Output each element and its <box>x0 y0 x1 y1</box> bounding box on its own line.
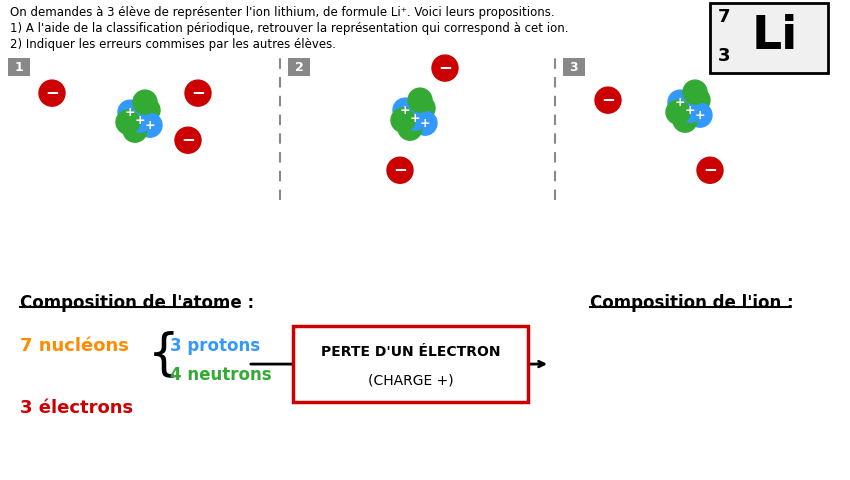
Circle shape <box>116 110 140 134</box>
Circle shape <box>398 116 422 140</box>
Text: 3 électrons: 3 électrons <box>20 399 133 417</box>
Text: −: − <box>438 58 452 76</box>
Circle shape <box>185 80 211 106</box>
Circle shape <box>39 80 65 106</box>
Circle shape <box>123 118 147 142</box>
Text: +: + <box>134 114 145 127</box>
Circle shape <box>411 96 435 120</box>
Circle shape <box>133 90 157 114</box>
Text: On demandes à 3 élève de représenter l'ion lithium, de formule Li⁺. Voici leurs : On demandes à 3 élève de représenter l'i… <box>10 6 554 19</box>
Text: +: + <box>685 104 695 117</box>
Circle shape <box>118 100 142 124</box>
Text: −: − <box>703 160 717 178</box>
Circle shape <box>432 55 458 81</box>
Text: +: + <box>400 104 411 117</box>
Circle shape <box>595 87 621 113</box>
Text: 2) Indiquer les erreurs commises par les autres élèves.: 2) Indiquer les erreurs commises par les… <box>10 38 336 51</box>
Text: Composition de l'ion :: Composition de l'ion : <box>590 294 794 312</box>
Text: {: { <box>148 330 179 378</box>
Circle shape <box>666 100 690 124</box>
Text: −: − <box>181 130 195 148</box>
Circle shape <box>673 108 697 132</box>
Text: −: − <box>601 90 615 108</box>
Circle shape <box>138 113 162 137</box>
Text: −: − <box>191 83 205 101</box>
Circle shape <box>393 98 417 122</box>
Text: 7 nucléons: 7 nucléons <box>20 337 129 355</box>
Text: 2: 2 <box>295 60 303 73</box>
Text: (CHARGE +): (CHARGE +) <box>368 373 453 387</box>
Text: 1: 1 <box>14 60 23 73</box>
Circle shape <box>683 80 707 104</box>
Text: 3: 3 <box>570 60 578 73</box>
FancyBboxPatch shape <box>563 58 585 76</box>
Text: 3: 3 <box>718 47 730 65</box>
Text: 7: 7 <box>718 8 730 26</box>
FancyBboxPatch shape <box>710 3 828 73</box>
FancyBboxPatch shape <box>293 326 528 402</box>
FancyBboxPatch shape <box>288 58 310 76</box>
Text: +: + <box>144 119 156 132</box>
Text: Composition de l'atome :: Composition de l'atome : <box>20 294 254 312</box>
Text: +: + <box>410 112 420 125</box>
Circle shape <box>408 88 432 112</box>
Circle shape <box>668 90 692 114</box>
Text: PERTE D'UN ÉLECTRON: PERTE D'UN ÉLECTRON <box>320 345 501 359</box>
FancyBboxPatch shape <box>8 58 30 76</box>
Text: +: + <box>675 96 685 108</box>
Circle shape <box>128 108 152 132</box>
Text: +: + <box>694 108 705 121</box>
Text: 4 neutrons: 4 neutrons <box>170 366 272 384</box>
Text: −: − <box>393 160 407 178</box>
Circle shape <box>688 103 712 127</box>
Circle shape <box>678 98 702 122</box>
Text: Li: Li <box>751 14 798 59</box>
Circle shape <box>391 108 415 132</box>
Text: +: + <box>420 117 430 130</box>
Circle shape <box>686 88 710 112</box>
Text: 1) A l'aide de la classification périodique, retrouver la représentation qui cor: 1) A l'aide de la classification périodi… <box>10 22 569 35</box>
Circle shape <box>136 98 160 122</box>
Text: +: + <box>125 106 135 119</box>
Circle shape <box>413 111 437 135</box>
Circle shape <box>175 127 201 153</box>
Text: 3 protons: 3 protons <box>170 337 260 355</box>
Circle shape <box>697 157 723 183</box>
Circle shape <box>403 106 427 130</box>
Text: −: − <box>45 83 59 101</box>
Circle shape <box>387 157 413 183</box>
